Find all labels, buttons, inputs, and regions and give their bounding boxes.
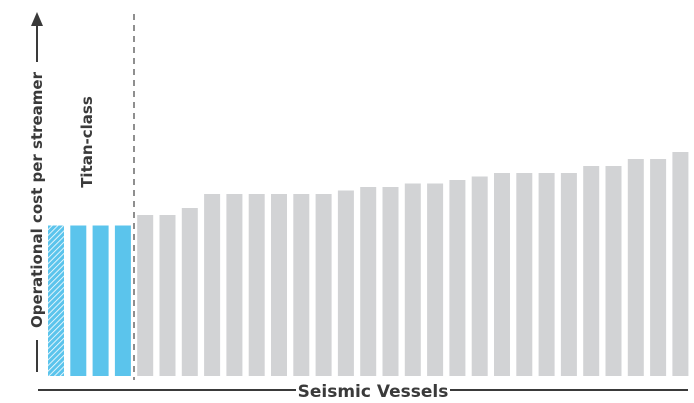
vessel-bar <box>181 208 198 376</box>
vessel-bar <box>248 194 265 376</box>
vessel-bar <box>204 194 221 376</box>
vessel-bar <box>516 173 533 376</box>
y-axis-label: Operational cost per streamer <box>28 71 46 328</box>
vessel-bar <box>271 194 287 376</box>
vessel-bar <box>382 187 399 376</box>
vessel-bar <box>226 194 243 376</box>
x-axis-label: Seismic Vessels <box>298 382 449 402</box>
vessel-bar <box>427 183 444 376</box>
vessel-bar <box>583 166 600 376</box>
vessel-bar <box>672 152 689 376</box>
vessel-bar <box>337 190 354 376</box>
vessel-bar <box>360 187 377 376</box>
vessel-bar <box>560 173 577 376</box>
vessel-bar <box>449 180 466 376</box>
vessel-bar <box>494 173 510 376</box>
bars <box>48 152 689 376</box>
vessel-bar <box>404 183 421 376</box>
vessel-bar <box>627 159 644 376</box>
vessel-bar <box>159 215 176 376</box>
vessel-bar <box>605 166 622 376</box>
titan-class-label: Titan-class <box>78 96 96 188</box>
vessel-bar <box>137 215 154 376</box>
y-axis <box>31 12 43 372</box>
vessel-bar <box>293 194 310 376</box>
titan-class-bar <box>114 225 131 376</box>
y-axis-arrow-icon <box>31 12 43 26</box>
titan-class-bar <box>48 225 64 376</box>
vessel-bar <box>471 176 488 376</box>
vessel-bar <box>538 173 555 376</box>
titan-class-bar <box>70 225 87 376</box>
vessel-bar <box>315 194 332 376</box>
titan-class-bar <box>92 225 109 376</box>
vessel-bar <box>650 159 667 376</box>
